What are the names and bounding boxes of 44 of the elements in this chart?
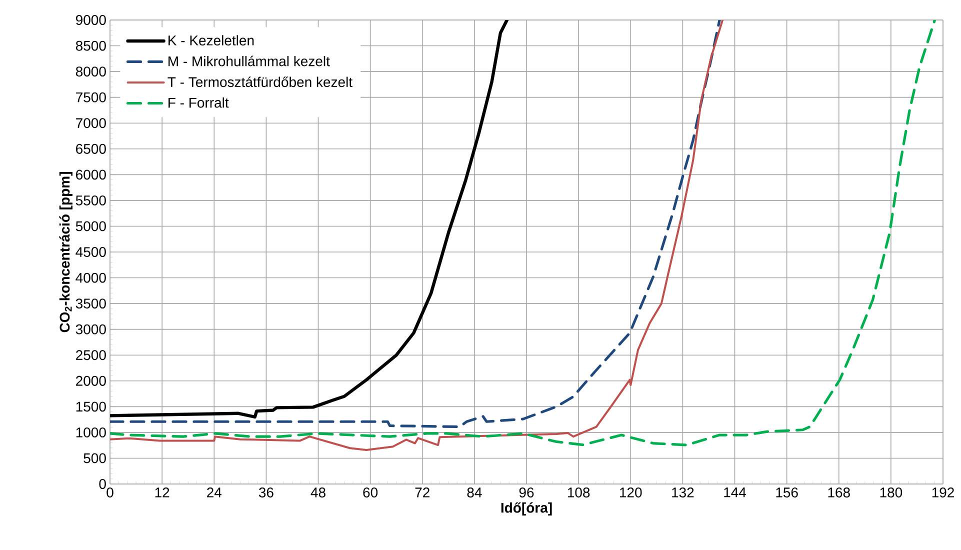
y-tick-label: 1500 (76, 402, 106, 412)
x-tick-label: 36 (258, 488, 274, 498)
y-tick-label: 5500 (76, 195, 106, 206)
line-series (110, 20, 936, 446)
y-tick-label: 7500 (76, 92, 106, 102)
x-tick-label: 96 (519, 488, 534, 498)
y-tick-label: 3500 (76, 298, 106, 309)
x-tick-label: 0 (106, 488, 114, 498)
x-tick-label: 72 (415, 488, 430, 498)
y-tick-label: 1000 (76, 427, 106, 438)
y-tick-label: 6500 (76, 144, 106, 154)
y-tick-label: 3000 (76, 324, 106, 334)
y-tick-label: 6000 (76, 170, 106, 180)
x-tick-label: 48 (310, 488, 326, 498)
legend-label: K - Kezeletlen (168, 35, 254, 46)
legend-label: F - Forralt (168, 97, 229, 108)
x-tick-label: 84 (467, 488, 482, 498)
line-series (110, 20, 509, 419)
x-tick-label: 180 (880, 488, 902, 498)
x-tick-label: 132 (672, 488, 694, 498)
x-axis-title: Idő[óra] (501, 502, 552, 516)
legend-label: M - Mikrohullámmal kezelt (168, 56, 330, 66)
x-tick-label: 60 (363, 488, 378, 498)
y-tick-label: 5000 (76, 221, 106, 232)
x-tick-label: 24 (207, 488, 222, 498)
x-tick-label: 168 (828, 488, 850, 498)
y-tick-label: 7000 (76, 118, 106, 128)
x-tick-label: 108 (568, 488, 590, 498)
y-tick-label: 2000 (76, 376, 106, 386)
x-tick-label: 144 (724, 488, 746, 498)
x-tick-label: 120 (620, 488, 642, 498)
x-tick-label: 192 (932, 488, 954, 498)
y-tick-label: 4500 (76, 247, 106, 257)
y-tick-label: 4000 (76, 272, 106, 283)
y-tick-label: 8000 (76, 66, 106, 77)
y-axis-title: CO$_{2}$-koncentráció [ppm] (59, 172, 72, 332)
y-tick-label: 2500 (76, 350, 106, 360)
y-tick-label: 500 (84, 453, 106, 464)
x-tick-label: 12 (155, 488, 170, 498)
x-tick-label: 156 (776, 488, 798, 498)
legend-label: T - Termosztátfürdőben kezelt (168, 76, 352, 88)
y-tick-label: 0 (99, 479, 106, 489)
y-tick-label: 9000 (76, 15, 106, 25)
y-tick-label: 8500 (76, 40, 106, 51)
